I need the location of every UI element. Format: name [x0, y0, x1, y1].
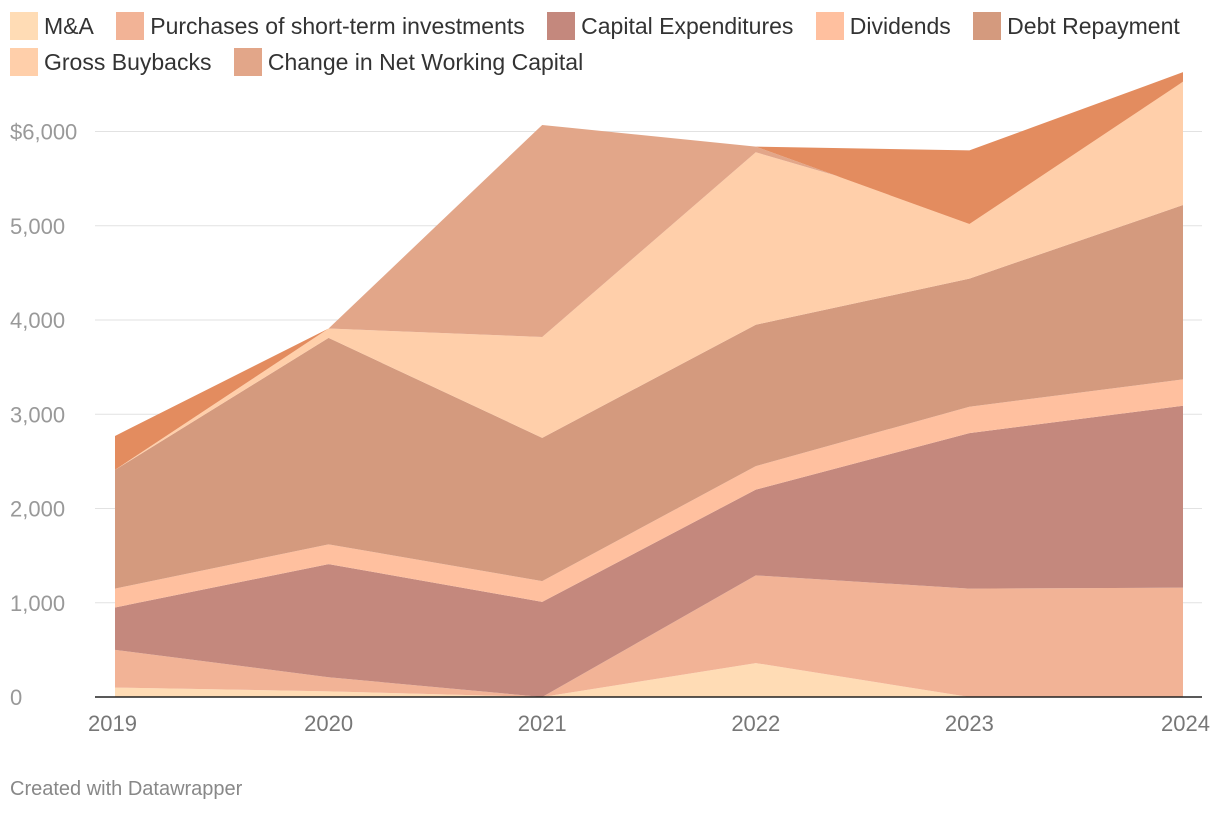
y-tick-label: 0	[10, 685, 22, 710]
area-debt-repayment	[115, 205, 1183, 589]
legend-swatch	[547, 12, 576, 40]
x-tick-label: 2024	[1161, 711, 1210, 736]
y-tick-label: 5,000	[10, 214, 65, 239]
y-tick-label: 3,000	[10, 402, 65, 427]
legend-label: Dividends	[849, 13, 951, 39]
x-tick-label: 2019	[88, 711, 137, 736]
legend: M&A Purchases of short-term investments …	[10, 8, 1210, 80]
area-unlabeled	[115, 72, 1183, 470]
legend-item-debt: Debt Repayment	[973, 8, 1180, 44]
legend-swatch	[10, 48, 38, 76]
legend-swatch	[973, 12, 1002, 40]
area-chart: 0 1,000 2,000 3,000 4,000 5,000 $6,000 2019 2020…	[10, 72, 1210, 736]
legend-swatch	[10, 12, 38, 40]
legend-item-nwc: Change in Net Working Capital	[233, 44, 584, 80]
legend-swatch	[233, 48, 262, 76]
y-tick-label: 1,000	[10, 591, 65, 616]
legend-swatch	[815, 12, 844, 40]
y-tick-label: 2,000	[10, 497, 65, 522]
legend-label: Purchases of short-term investments	[150, 13, 525, 39]
y-tick-label: 4,000	[10, 308, 65, 333]
area-change-in-net-working-capital	[115, 81, 1183, 470]
legend-label: Gross Buybacks	[44, 49, 212, 75]
legend-swatch	[116, 12, 145, 40]
x-tick-label: 2023	[945, 711, 994, 736]
legend-item-capex: Capital Expenditures	[547, 8, 793, 44]
x-tick-label: 2021	[518, 711, 567, 736]
x-tick-label: 2022	[731, 711, 780, 736]
legend-label: Change in Net Working Capital	[267, 49, 584, 75]
legend-item-buybacks: Gross Buybacks	[10, 44, 211, 80]
area-gross-buybacks	[115, 81, 1183, 470]
legend-label: Debt Repayment	[1007, 13, 1180, 39]
legend-label: M&A	[44, 13, 94, 39]
area-dividends	[115, 379, 1183, 608]
y-tick-label: $6,000	[10, 120, 77, 145]
credit-text: Created with Datawrapper	[10, 778, 243, 800]
area-capital-expenditures	[115, 405, 1183, 697]
legend-label: Capital Expenditures	[581, 13, 794, 39]
legend-item-dividends: Dividends	[815, 8, 951, 44]
x-tick-label: 2020	[304, 711, 353, 736]
legend-item-ma: M&A	[10, 8, 94, 44]
legend-item-purchases: Purchases of short-term investments	[116, 8, 525, 44]
